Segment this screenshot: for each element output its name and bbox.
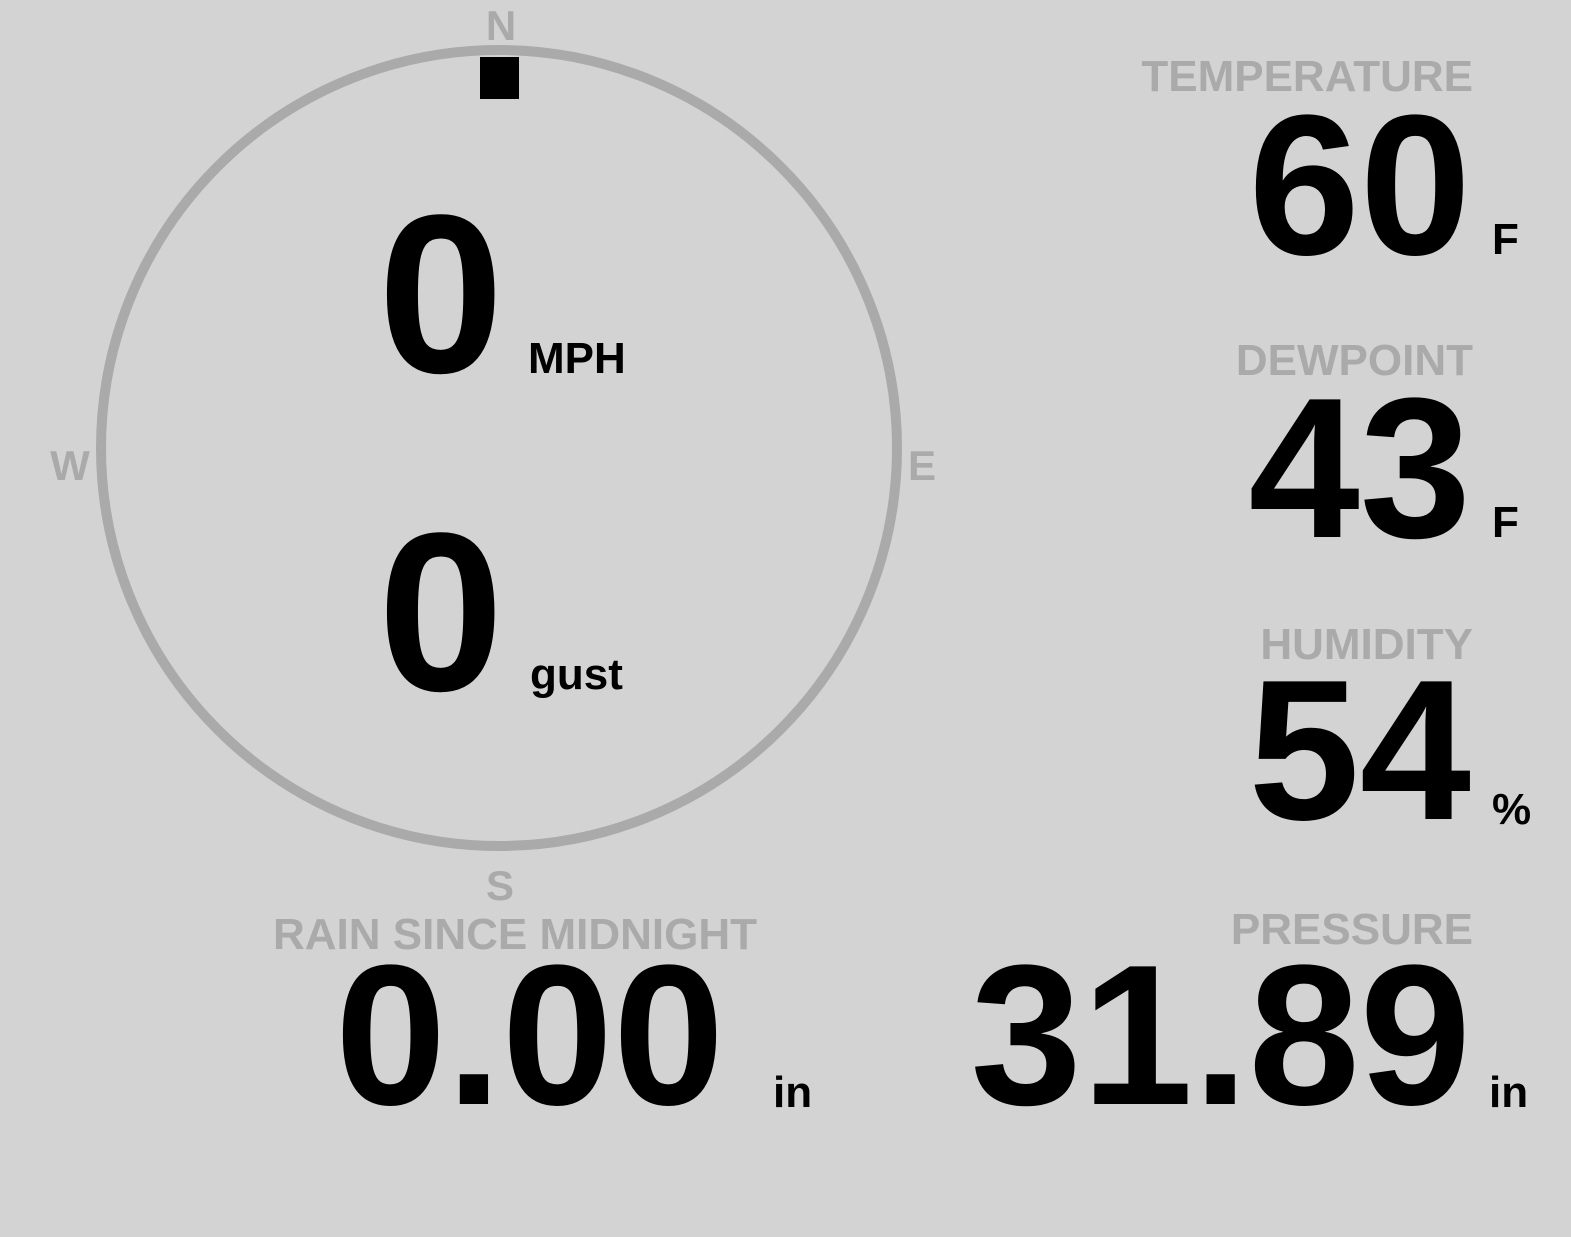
wind-gust-label: gust	[530, 650, 623, 699]
rain-value: 0.00	[335, 924, 725, 1147]
dewpoint-label: DEWPOINT	[1235, 336, 1473, 385]
temperature-value: 60	[1248, 74, 1471, 297]
compass-ring	[96, 45, 902, 851]
wind-direction-marker	[480, 57, 519, 99]
pressure-value: 31.89	[970, 924, 1472, 1147]
rain-label: RAIN SINCE MIDNIGHT	[273, 910, 757, 959]
pressure-unit: in	[1489, 1068, 1529, 1117]
wind-speed-unit: MPH	[528, 334, 626, 383]
rain-unit: in	[773, 1068, 813, 1117]
temperature-unit: F	[1492, 215, 1519, 264]
dewpoint-unit: F	[1492, 498, 1519, 547]
compass-west-label: W	[50, 442, 90, 489]
compass-south-label: S	[486, 862, 514, 909]
humidity-unit: %	[1492, 785, 1532, 834]
humidity-label: HUMIDITY	[1260, 620, 1473, 669]
wind-gust-value: 0	[378, 485, 504, 738]
temperature-label: TEMPERATURE	[1141, 52, 1473, 101]
humidity-value: 54	[1248, 639, 1471, 862]
wind-speed-value: 0	[378, 167, 504, 420]
compass-east-label: E	[908, 442, 936, 489]
compass-north-label: N	[486, 2, 516, 49]
pressure-label: PRESSURE	[1230, 905, 1473, 954]
dewpoint-value: 43	[1248, 357, 1471, 580]
